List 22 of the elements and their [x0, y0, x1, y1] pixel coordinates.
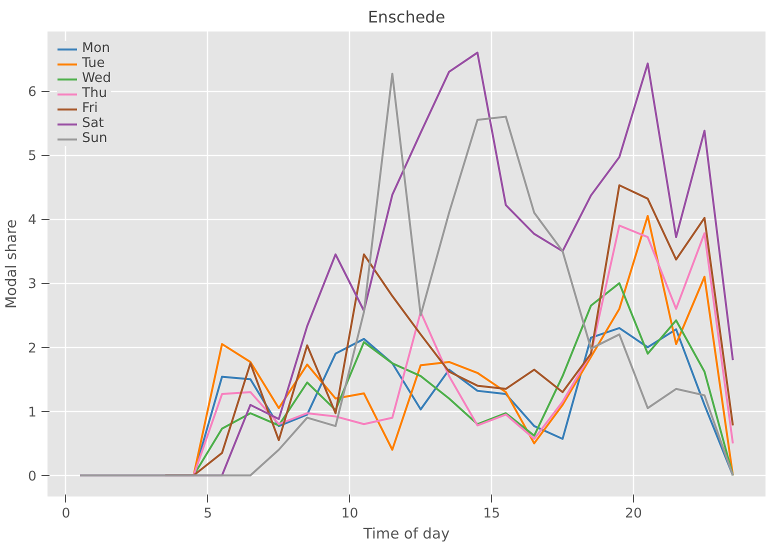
- y-tick-label: 0: [28, 469, 37, 484]
- y-tick-label: 5: [28, 149, 37, 164]
- legend-label: Thu: [82, 86, 108, 101]
- y-axis-title: Modal share: [3, 219, 20, 309]
- x-tick-label: 20: [625, 506, 642, 522]
- y-tick-label: 4: [28, 213, 37, 228]
- x-tick-label: 5: [204, 506, 212, 522]
- legend-label: Fri: [82, 101, 99, 116]
- y-tick-label: 3: [28, 277, 37, 292]
- y-tick-label: 1: [28, 405, 37, 420]
- legend-label: Sun: [82, 131, 108, 146]
- x-tick-label: 10: [341, 506, 358, 522]
- x-tick-label: 15: [483, 506, 500, 522]
- legend-label: Mon: [82, 41, 110, 56]
- chart-title: Enschede: [368, 8, 446, 26]
- x-tick-label: 0: [62, 506, 70, 522]
- legend-label: Wed: [82, 71, 112, 86]
- y-tick-label: 2: [28, 341, 37, 356]
- y-tick-label: 6: [28, 85, 37, 100]
- x-axis-title: Time of day: [362, 526, 450, 542]
- legend-label: Tue: [82, 56, 105, 71]
- legend-label: Sat: [82, 116, 104, 131]
